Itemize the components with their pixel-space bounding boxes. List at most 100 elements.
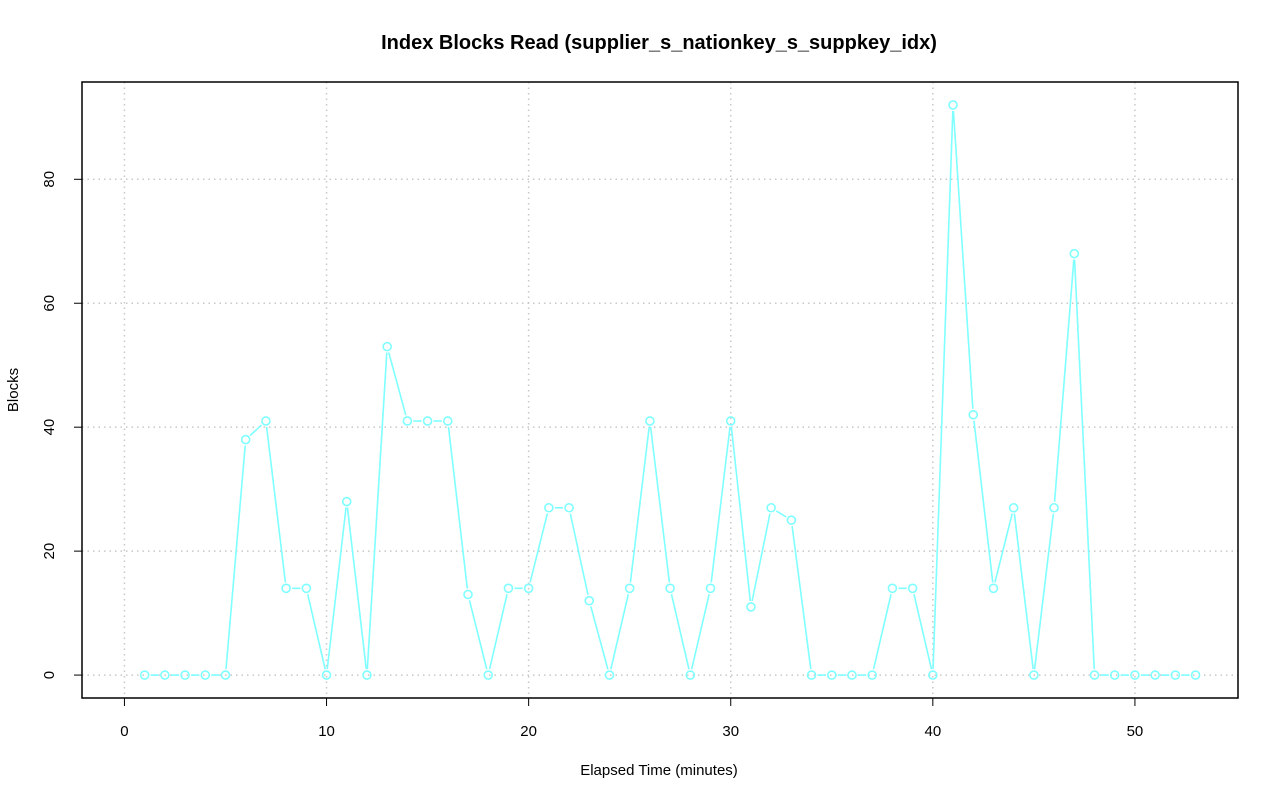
data-point bbox=[442, 416, 453, 426]
data-point bbox=[483, 670, 494, 680]
series-line-segment bbox=[225, 445, 246, 670]
series-line-segment bbox=[249, 424, 263, 437]
data-point bbox=[1170, 670, 1181, 680]
x-tick-label: 10 bbox=[318, 723, 335, 740]
data-point bbox=[503, 583, 514, 594]
data-point bbox=[1190, 670, 1201, 680]
data-point bbox=[200, 670, 211, 680]
series-line-segment bbox=[1053, 259, 1075, 502]
series-line-segment bbox=[346, 507, 368, 670]
data-point bbox=[301, 583, 312, 594]
data-point bbox=[564, 502, 574, 513]
data-point bbox=[624, 583, 635, 594]
data-point bbox=[523, 583, 534, 594]
x-tick-label: 20 bbox=[520, 723, 537, 740]
data-point bbox=[362, 670, 372, 680]
series-line-segment bbox=[775, 510, 787, 518]
series-line-segment bbox=[387, 352, 407, 416]
data-point bbox=[1130, 670, 1140, 680]
series-line-segment bbox=[1073, 259, 1096, 670]
data-point bbox=[463, 589, 473, 600]
data-point bbox=[341, 496, 352, 507]
series-line-segment bbox=[649, 426, 671, 583]
series-line-segment bbox=[1013, 513, 1034, 670]
data-point bbox=[685, 670, 696, 680]
data-point bbox=[867, 670, 878, 680]
data-point bbox=[645, 416, 655, 426]
data-point bbox=[321, 670, 332, 680]
y-tick-label: 60 bbox=[41, 295, 58, 312]
series-line-segment bbox=[488, 593, 508, 670]
series-line-segment bbox=[791, 525, 812, 670]
data-point bbox=[806, 670, 817, 680]
series-line-segment bbox=[468, 600, 488, 670]
x-tick-label: 0 bbox=[120, 723, 128, 740]
series-line-segment bbox=[326, 507, 347, 670]
data-point bbox=[261, 416, 271, 426]
data-point bbox=[988, 583, 999, 594]
data-point bbox=[604, 670, 615, 680]
y-tick-label: 80 bbox=[41, 171, 58, 188]
data-point bbox=[968, 409, 979, 420]
y-tick-label: 40 bbox=[41, 419, 58, 436]
data-point bbox=[1150, 670, 1160, 680]
data-point bbox=[160, 670, 170, 680]
x-tick-label: 30 bbox=[722, 723, 739, 740]
series-line-segment bbox=[872, 593, 892, 670]
series-line-segment bbox=[629, 426, 650, 583]
data-point bbox=[725, 416, 736, 426]
data-point bbox=[948, 100, 958, 110]
series-line-segment bbox=[265, 426, 287, 583]
data-point bbox=[786, 515, 797, 525]
y-axis-label: Blocks bbox=[5, 368, 22, 412]
data-point bbox=[240, 434, 251, 445]
y-tick-label: 0 bbox=[41, 671, 58, 679]
series-line-segment bbox=[670, 593, 690, 670]
series-line-segment bbox=[690, 593, 710, 670]
data-point bbox=[665, 583, 675, 594]
chart-title: Index Blocks Read (supplier_s_nationkey_… bbox=[381, 32, 937, 54]
series-line-segment bbox=[994, 513, 1013, 583]
series-line-segment bbox=[973, 420, 994, 583]
data-point bbox=[382, 341, 392, 352]
x-axis-ticks: 0 10 20 30 40 50 bbox=[120, 698, 1143, 740]
series-line-segment bbox=[447, 426, 469, 589]
data-point bbox=[544, 502, 554, 513]
y-axis-ticks: 0 20 40 60 80 bbox=[41, 171, 82, 679]
series-line-segment bbox=[529, 513, 549, 583]
series-line-segment bbox=[569, 513, 589, 596]
x-tick-label: 50 bbox=[1127, 723, 1144, 740]
data-point bbox=[705, 583, 716, 594]
data-point bbox=[281, 583, 291, 594]
data-point bbox=[1089, 670, 1100, 680]
series-line-segment bbox=[932, 110, 954, 670]
data-point bbox=[766, 502, 776, 513]
data-point bbox=[928, 670, 938, 680]
data-point bbox=[220, 670, 231, 680]
data-point bbox=[1069, 248, 1080, 259]
data-point bbox=[584, 595, 595, 606]
series-line-segment bbox=[751, 513, 771, 602]
series-line-segment bbox=[913, 593, 933, 670]
data-point bbox=[746, 602, 756, 612]
data-point bbox=[422, 416, 433, 426]
grid-lines bbox=[82, 82, 1238, 698]
series-line-segment bbox=[306, 593, 326, 670]
series-line-segment bbox=[710, 426, 731, 583]
data-point bbox=[847, 670, 857, 680]
x-tick-label: 40 bbox=[924, 723, 941, 740]
data-point bbox=[139, 670, 150, 680]
series-line-segment bbox=[730, 426, 752, 602]
series-line-segment bbox=[952, 110, 974, 409]
data-point bbox=[402, 416, 413, 426]
data-point bbox=[907, 583, 918, 594]
x-axis-label: Elapsed Time (minutes) bbox=[580, 762, 738, 779]
series-line-segment bbox=[366, 352, 388, 670]
data-point bbox=[826, 670, 837, 680]
data-point bbox=[1029, 670, 1039, 680]
y-tick-label: 20 bbox=[41, 543, 58, 560]
series-line-segment bbox=[1033, 513, 1055, 670]
series-line-segment bbox=[590, 606, 609, 670]
series-line-segment bbox=[610, 593, 630, 670]
